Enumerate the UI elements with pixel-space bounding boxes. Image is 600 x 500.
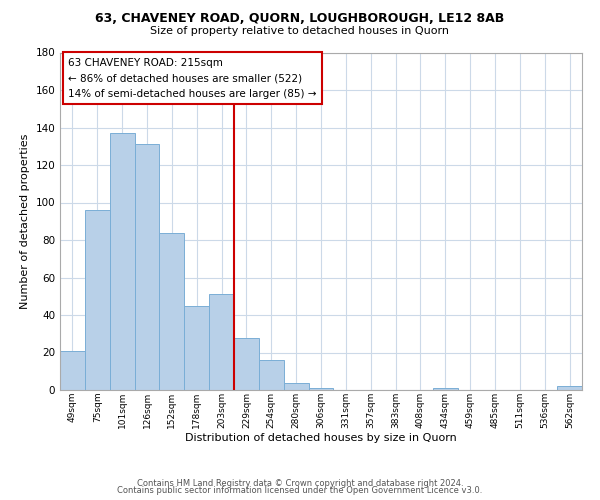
Bar — [160, 232, 184, 390]
Bar — [184, 306, 209, 390]
Bar — [134, 144, 160, 390]
Y-axis label: Number of detached properties: Number of detached properties — [20, 134, 30, 309]
Text: Contains public sector information licensed under the Open Government Licence v3: Contains public sector information licen… — [118, 486, 482, 495]
Bar — [433, 388, 458, 390]
Bar — [85, 210, 110, 390]
Bar — [308, 388, 334, 390]
Bar — [259, 360, 284, 390]
Bar — [557, 386, 582, 390]
Bar — [60, 350, 85, 390]
Bar — [110, 133, 134, 390]
Text: 63, CHAVENEY ROAD, QUORN, LOUGHBOROUGH, LE12 8AB: 63, CHAVENEY ROAD, QUORN, LOUGHBOROUGH, … — [95, 12, 505, 26]
Text: Size of property relative to detached houses in Quorn: Size of property relative to detached ho… — [151, 26, 449, 36]
Text: Contains HM Land Registry data © Crown copyright and database right 2024.: Contains HM Land Registry data © Crown c… — [137, 478, 463, 488]
Bar — [284, 382, 308, 390]
Text: 63 CHAVENEY ROAD: 215sqm
← 86% of detached houses are smaller (522)
14% of semi-: 63 CHAVENEY ROAD: 215sqm ← 86% of detach… — [68, 58, 316, 99]
Bar — [209, 294, 234, 390]
X-axis label: Distribution of detached houses by size in Quorn: Distribution of detached houses by size … — [185, 434, 457, 444]
Bar — [234, 338, 259, 390]
